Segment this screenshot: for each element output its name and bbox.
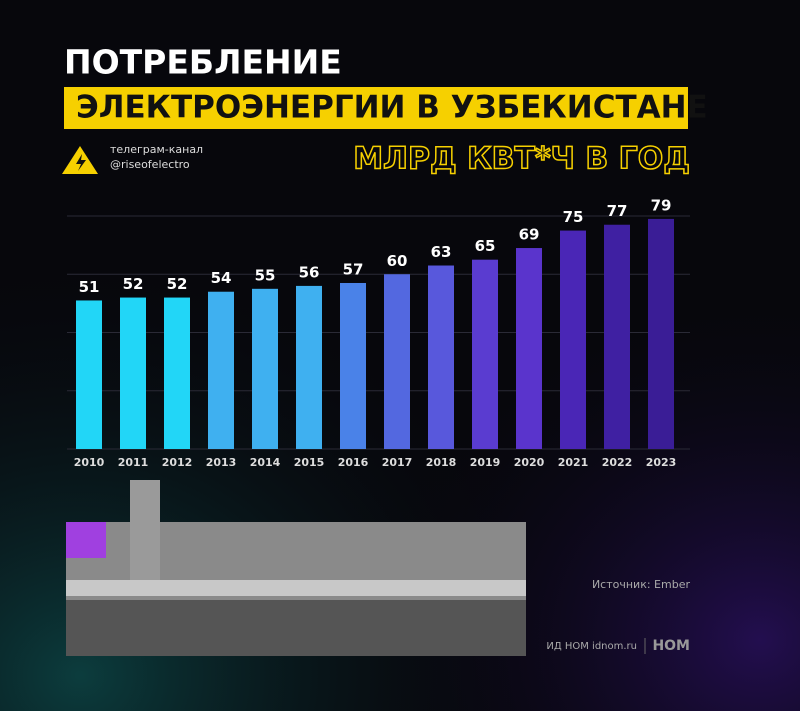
x-tick-label: 2021 [558,456,589,469]
x-tick-label: 2017 [382,456,413,469]
bar [472,259,498,449]
bar [296,285,322,449]
x-tick-label: 2019 [470,456,501,469]
bar [384,274,410,449]
bar [208,291,234,449]
x-tick-label: 2016 [338,456,369,469]
footer: ИД НОМ idnom.ru [546,641,637,652]
photo-base [66,600,526,656]
x-tick-label: 2022 [602,456,633,469]
source: Источник: Ember [592,578,691,591]
bar [340,282,366,449]
value-label: 77 [607,202,628,220]
value-label: 63 [431,243,452,261]
bar [604,224,630,449]
title-highlight: ЭЛЕКТРОЭНЕРГИИ В УЗБЕКИСТАНЕ [76,90,708,126]
bar [560,230,586,449]
bar [516,248,542,449]
value-label: 52 [123,275,144,293]
bar [428,265,454,449]
x-tick-label: 2014 [250,456,281,469]
photo-tower [130,480,160,590]
value-label: 57 [343,260,364,278]
value-label: 75 [563,208,584,226]
bar [120,297,146,449]
bolt-icon [76,154,86,171]
bar [252,288,278,449]
value-label: 65 [475,237,496,255]
channel-label: телеграм-канал [110,143,203,156]
title: ПОТРЕБЛЕНИЕ [64,43,342,82]
value-label: 60 [387,252,408,270]
value-label: 51 [79,278,100,296]
x-tick-label: 2012 [162,456,193,469]
x-tick-label: 2018 [426,456,457,469]
bar [76,300,102,449]
logo: НОМ [652,638,690,654]
x-tick-label: 2015 [294,456,325,469]
value-label: 54 [211,269,232,287]
bar [164,297,190,449]
photo-accent [66,522,106,558]
x-tick-label: 2010 [74,456,105,469]
value-label: 55 [255,266,276,284]
value-label: 52 [167,275,188,293]
value-label: 69 [519,226,540,244]
title-highlight-box [64,87,688,129]
photo-deck [66,580,526,596]
value-label: 56 [299,263,320,281]
channel-handle: @riseofelectro [110,158,190,171]
value-label: 79 [651,196,672,214]
x-tick-label: 2020 [514,456,545,469]
photo [66,480,526,656]
x-tick-label: 2013 [206,456,237,469]
bar [648,218,674,449]
subtitle: МЛРД КВТ*Ч В ГОД [353,142,690,177]
x-tick-label: 2023 [646,456,677,469]
x-tick-label: 2011 [118,456,149,469]
